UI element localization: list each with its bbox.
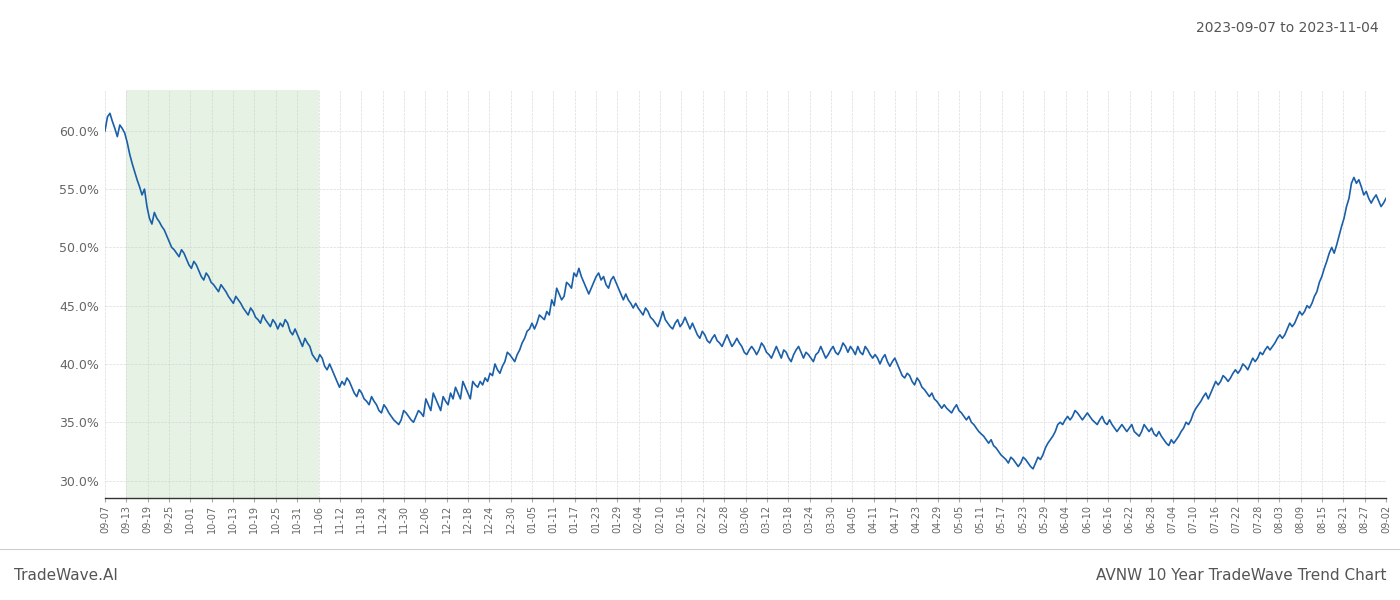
Text: AVNW 10 Year TradeWave Trend Chart: AVNW 10 Year TradeWave Trend Chart (1095, 569, 1386, 583)
Bar (126, 90, 319, 498)
Text: 2023-09-07 to 2023-11-04: 2023-09-07 to 2023-11-04 (1197, 21, 1379, 35)
Text: TradeWave.AI: TradeWave.AI (14, 569, 118, 583)
